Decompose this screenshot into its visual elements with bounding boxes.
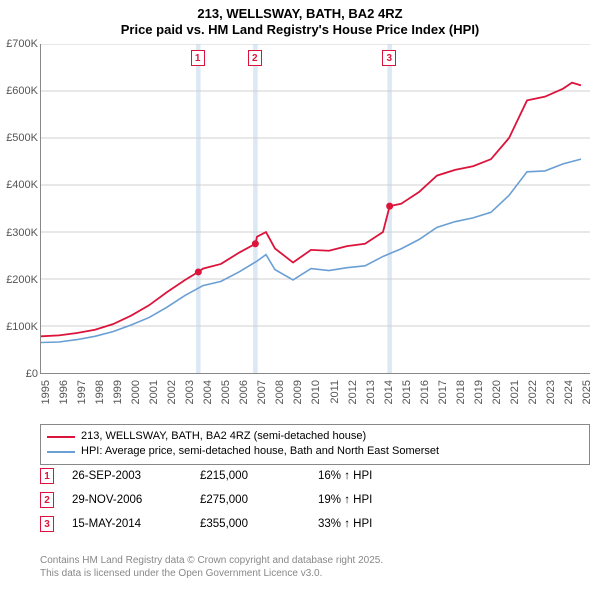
event-date: 26-SEP-2003 xyxy=(72,470,182,482)
series-price_paid xyxy=(41,83,581,337)
x-tick-label: 2018 xyxy=(455,380,467,404)
x-tick-label: 1996 xyxy=(58,380,70,404)
x-tick-label: 2014 xyxy=(383,380,395,404)
legend-item: 213, WELLSWAY, BATH, BA2 4RZ (semi-detac… xyxy=(47,429,583,444)
x-tick-label: 2003 xyxy=(184,380,196,404)
legend-swatch xyxy=(47,451,75,453)
y-axis: £0£100K£200K£300K£400K£500K£600K£700K xyxy=(0,44,40,374)
event-row: 1 26-SEP-2003 £215,000 16% ↑ HPI xyxy=(40,468,590,484)
x-tick-label: 2009 xyxy=(292,380,304,404)
x-tick-label: 2004 xyxy=(202,380,214,404)
event-marker-3: 3 xyxy=(382,50,396,66)
y-tick-label: £500K xyxy=(6,132,38,144)
event-price: £215,000 xyxy=(200,470,300,482)
attribution: Contains HM Land Registry data © Crown c… xyxy=(40,554,590,580)
event-pct: 16% ↑ HPI xyxy=(318,470,372,482)
plot-svg xyxy=(41,44,590,373)
x-tick-label: 2005 xyxy=(220,380,232,404)
chart-title: 213, WELLSWAY, BATH, BA2 4RZ Price paid … xyxy=(0,0,600,39)
attribution-line-2: This data is licensed under the Open Gov… xyxy=(40,567,590,580)
x-tick-label: 2011 xyxy=(329,380,341,404)
event-price: £355,000 xyxy=(200,518,300,530)
chart-container: 213, WELLSWAY, BATH, BA2 4RZ Price paid … xyxy=(0,0,600,590)
legend-swatch xyxy=(47,436,75,438)
x-tick-label: 2023 xyxy=(545,380,557,404)
plot-area xyxy=(40,44,590,374)
y-tick-label: £700K xyxy=(6,38,38,50)
x-tick-label: 2007 xyxy=(256,380,268,404)
x-tick-label: 2021 xyxy=(509,380,521,404)
attribution-line-1: Contains HM Land Registry data © Crown c… xyxy=(40,554,590,567)
marker-dot-3 xyxy=(386,203,393,210)
x-tick-label: 2024 xyxy=(563,380,575,404)
y-tick-label: £300K xyxy=(6,227,38,239)
title-line-1: 213, WELLSWAY, BATH, BA2 4RZ xyxy=(0,6,600,22)
event-marker-box: 2 xyxy=(40,492,54,508)
x-tick-label: 1998 xyxy=(94,380,106,404)
x-tick-label: 2020 xyxy=(491,380,503,404)
legend-item: HPI: Average price, semi-detached house,… xyxy=(47,444,583,459)
event-marker-box: 3 xyxy=(40,516,54,532)
marker-dot-2 xyxy=(252,240,259,247)
event-marker-1: 1 xyxy=(191,50,205,66)
event-marker-box: 1 xyxy=(40,468,54,484)
x-tick-label: 2010 xyxy=(310,380,322,404)
x-tick-label: 2017 xyxy=(437,380,449,404)
y-tick-label: £100K xyxy=(6,321,38,333)
event-date: 15-MAY-2014 xyxy=(72,518,182,530)
marker-dot-1 xyxy=(195,268,202,275)
legend-label: HPI: Average price, semi-detached house,… xyxy=(81,444,439,459)
x-tick-label: 1999 xyxy=(112,380,124,404)
x-tick-label: 2001 xyxy=(148,380,160,404)
event-row: 2 29-NOV-2006 £275,000 19% ↑ HPI xyxy=(40,492,590,508)
y-tick-label: £600K xyxy=(6,85,38,97)
event-pct: 33% ↑ HPI xyxy=(318,518,372,530)
x-tick-label: 2002 xyxy=(166,380,178,404)
x-tick-label: 2013 xyxy=(365,380,377,404)
event-date: 29-NOV-2006 xyxy=(72,494,182,506)
x-tick-label: 2025 xyxy=(581,380,593,404)
x-tick-label: 2000 xyxy=(130,380,142,404)
event-price: £275,000 xyxy=(200,494,300,506)
events-table: 1 26-SEP-2003 £215,000 16% ↑ HPI 2 29-NOV-200… xyxy=(40,468,590,540)
x-tick-label: 2022 xyxy=(527,380,539,404)
x-tick-label: 2012 xyxy=(347,380,359,404)
event-row: 3 15-MAY-2014 £355,000 33% ↑ HPI xyxy=(40,516,590,532)
x-tick-label: 2008 xyxy=(274,380,286,404)
x-tick-label: 2015 xyxy=(401,380,413,404)
event-marker-2: 2 xyxy=(248,50,262,66)
y-tick-label: £0 xyxy=(26,368,38,380)
x-tick-label: 1997 xyxy=(76,380,88,404)
event-pct: 19% ↑ HPI xyxy=(318,494,372,506)
x-axis: 1995 1996 1997 1998 1999 2000 2001 2002 2003 2004… xyxy=(40,378,590,424)
y-tick-label: £200K xyxy=(6,274,38,286)
legend: 213, WELLSWAY, BATH, BA2 4RZ (semi-detac… xyxy=(40,424,590,465)
x-tick-label: 2019 xyxy=(473,380,485,404)
title-line-2: Price paid vs. HM Land Registry's House … xyxy=(0,22,600,38)
x-tick-label: 2006 xyxy=(238,380,250,404)
y-tick-label: £400K xyxy=(6,179,38,191)
legend-label: 213, WELLSWAY, BATH, BA2 4RZ (semi-detac… xyxy=(81,429,366,444)
x-tick-label: 1995 xyxy=(40,380,52,404)
x-tick-label: 2016 xyxy=(419,380,431,404)
